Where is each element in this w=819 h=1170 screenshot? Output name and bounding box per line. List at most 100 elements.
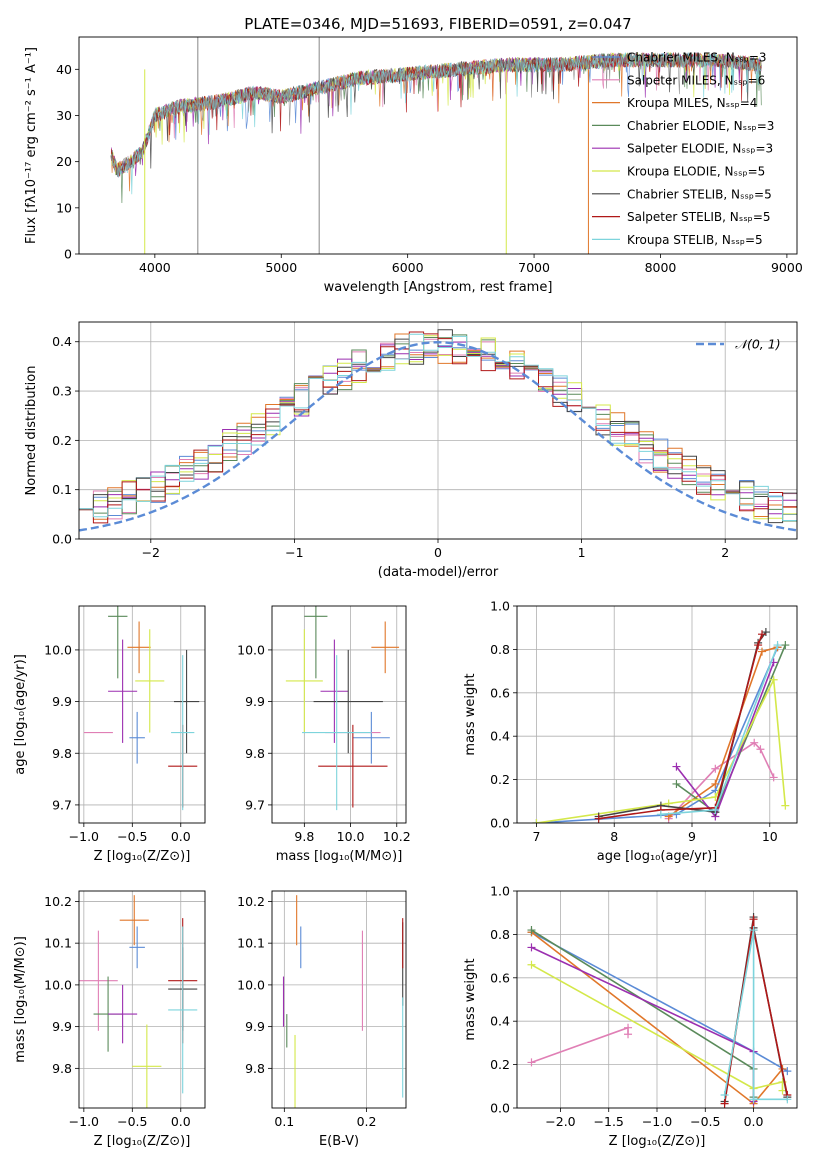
y-axis-label: Normed distribution — [24, 366, 39, 496]
weight-marker — [594, 814, 603, 823]
weight-marker — [773, 641, 782, 650]
y-tick-label: 0.6 — [490, 685, 510, 700]
y-tick-label: 40 — [56, 62, 72, 77]
y-tick-label: 1.0 — [490, 884, 510, 899]
legend-label: Kroupa MILES, Nₛₛₚ=4 — [627, 96, 757, 110]
y-tick-label: 0.0 — [490, 816, 510, 831]
weight-marker — [672, 779, 681, 788]
legend-label: Salpeter MILES, Nₛₛₚ=6 — [627, 73, 765, 87]
x-tick-label: 8000 — [645, 260, 677, 275]
panel-weight_vs_age: 7 8 9 10 0.0 0.2 0.4 0.6 0.8 1.0 age [log₁₀(age/yr… — [463, 599, 798, 864]
weight-marker — [754, 641, 763, 650]
y-tick-label: 10.0 — [237, 642, 265, 657]
plot-area — [282, 895, 404, 1108]
y-tick-label: 10.0 — [44, 642, 72, 657]
weight-marker — [711, 779, 720, 788]
legend-label: 𝒩(0, 1) — [735, 337, 781, 352]
panel-age_vs_mass: 9.8 10.0 10.2 9.7 9.8 9.9 10.0 mass [log₁₀(M/M⊙… — [237, 605, 411, 864]
x-tick-label: 9 — [688, 829, 696, 844]
y-tick-label: 0.0 — [490, 1101, 510, 1116]
panel-mass_vs_Z: −1.0 −0.5 0.0 9.8 9.9 10.0 10.1 10.2 Z [log₁₀(Z/… — [13, 890, 206, 1149]
y-axis-label: Flux [fλ10⁻¹⁷ erg cm⁻² s⁻¹ A⁻¹] — [24, 47, 39, 244]
axes-frame — [78, 321, 798, 540]
y-tick-label: 0.0 — [52, 532, 72, 547]
x-tick-label: −1.0 — [642, 1114, 672, 1129]
axes-frame — [271, 890, 407, 1109]
legend-label: Salpeter ELODIE, Nₛₛₚ=3 — [627, 142, 773, 156]
y-tick-label: 9.9 — [52, 1019, 72, 1034]
y-axis-label: mass weight — [463, 958, 478, 1040]
y-axis-label: mass [log₁₀(M/M⊙)] — [13, 936, 28, 1063]
residual-histogram — [79, 333, 797, 521]
x-axis-label: wavelength [Angstrom, rest frame] — [324, 280, 553, 295]
figure-title: PLATE=0346, MJD=51693, FIBERID=0591, z=0… — [244, 15, 631, 33]
y-axis-label: age [log₁₀(age/yr)] — [13, 654, 28, 775]
x-tick-label: 9000 — [771, 260, 803, 275]
x-axis-label: Z [log₁₀(Z/Z⊙)] — [94, 1134, 191, 1149]
x-axis-label: mass [log₁₀(M/M⊙)] — [276, 849, 403, 864]
y-tick-label: 9.7 — [245, 797, 265, 812]
panel-age_vs_Z: −1.0 −0.5 0.0 9.7 9.8 9.9 10.0 Z [log₁₀(Z/Z⊙)] a… — [13, 605, 206, 864]
legend: Chabrier MILES, Nₛₛₚ=3 Salpeter MILES, Nₛ… — [592, 51, 774, 247]
axes-frame — [516, 890, 798, 1109]
legend-label: Kroupa STELIB, Nₛₛₚ=5 — [627, 233, 763, 247]
y-tick-label: 0.8 — [490, 927, 510, 942]
x-tick-label: 7 — [532, 829, 540, 844]
y-tick-label: 30 — [56, 108, 72, 123]
weight-marker — [781, 801, 790, 810]
x-tick-label: 9.8 — [294, 829, 314, 844]
x-tick-label: 2 — [721, 545, 729, 560]
x-tick-label: 10 — [762, 829, 778, 844]
weight-marker — [527, 1058, 536, 1067]
weight-marker — [527, 926, 536, 935]
x-axis-label: Z [log₁₀(Z/Z⊙)] — [94, 849, 191, 864]
weight-marker — [756, 745, 765, 754]
x-tick-label: −1.5 — [594, 1114, 624, 1129]
x-tick-label: −1 — [285, 545, 303, 560]
y-tick-label: 10.0 — [44, 977, 72, 992]
plot-area — [83, 606, 200, 811]
y-tick-label: 0.4 — [490, 1014, 510, 1029]
legend-label: Kroupa ELODIE, Nₛₛₚ=5 — [627, 165, 765, 179]
y-tick-label: 9.9 — [52, 694, 72, 709]
weight-marker — [750, 738, 759, 747]
weight-marker — [720, 1090, 729, 1099]
x-tick-label: 5000 — [265, 260, 297, 275]
panels: 4000 5000 6000 7000 8000 9000010203040wavelen… — [13, 36, 803, 1149]
weight-marker — [749, 1095, 758, 1104]
legend-label: Chabrier MILES, Nₛₛₚ=3 — [627, 51, 767, 65]
x-tick-label: 7000 — [518, 260, 550, 275]
legend-label: Chabrier STELIB, Nₛₛₚ=5 — [627, 187, 772, 201]
x-tick-label: 10.2 — [383, 829, 411, 844]
weight-line — [723, 929, 788, 1101]
plot-area — [532, 628, 790, 823]
axes-frame — [78, 890, 206, 1109]
residual-histogram — [79, 333, 797, 520]
plot-area — [110, 37, 762, 254]
y-tick-label: 10 — [56, 200, 72, 215]
y-tick-label: 1.0 — [490, 599, 510, 614]
weight-marker — [758, 630, 766, 639]
y-tick-label: 9.8 — [52, 746, 72, 761]
weight-marker — [749, 915, 758, 924]
x-tick-label: −2 — [142, 545, 160, 560]
x-tick-label: 4000 — [139, 260, 171, 275]
weight-marker — [781, 641, 790, 650]
y-tick-label: 0.3 — [52, 384, 72, 399]
normal-curve — [79, 340, 797, 532]
weight-marker — [527, 960, 536, 969]
weight-marker — [758, 647, 766, 656]
y-tick-label: 10.1 — [44, 936, 72, 951]
x-tick-label: 10.0 — [337, 829, 365, 844]
plot-area — [527, 913, 792, 1108]
y-tick-label: 10.0 — [237, 977, 265, 992]
x-tick-label: −0.5 — [690, 1114, 720, 1129]
weight-marker — [711, 805, 720, 814]
weight-marker — [749, 926, 758, 935]
weight-marker — [783, 1067, 792, 1076]
x-tick-label: 0.2 — [357, 1114, 377, 1129]
x-axis-label: (data-model)/error — [378, 565, 499, 580]
axes-frame — [78, 605, 206, 824]
x-tick-label: 0.1 — [274, 1114, 294, 1129]
